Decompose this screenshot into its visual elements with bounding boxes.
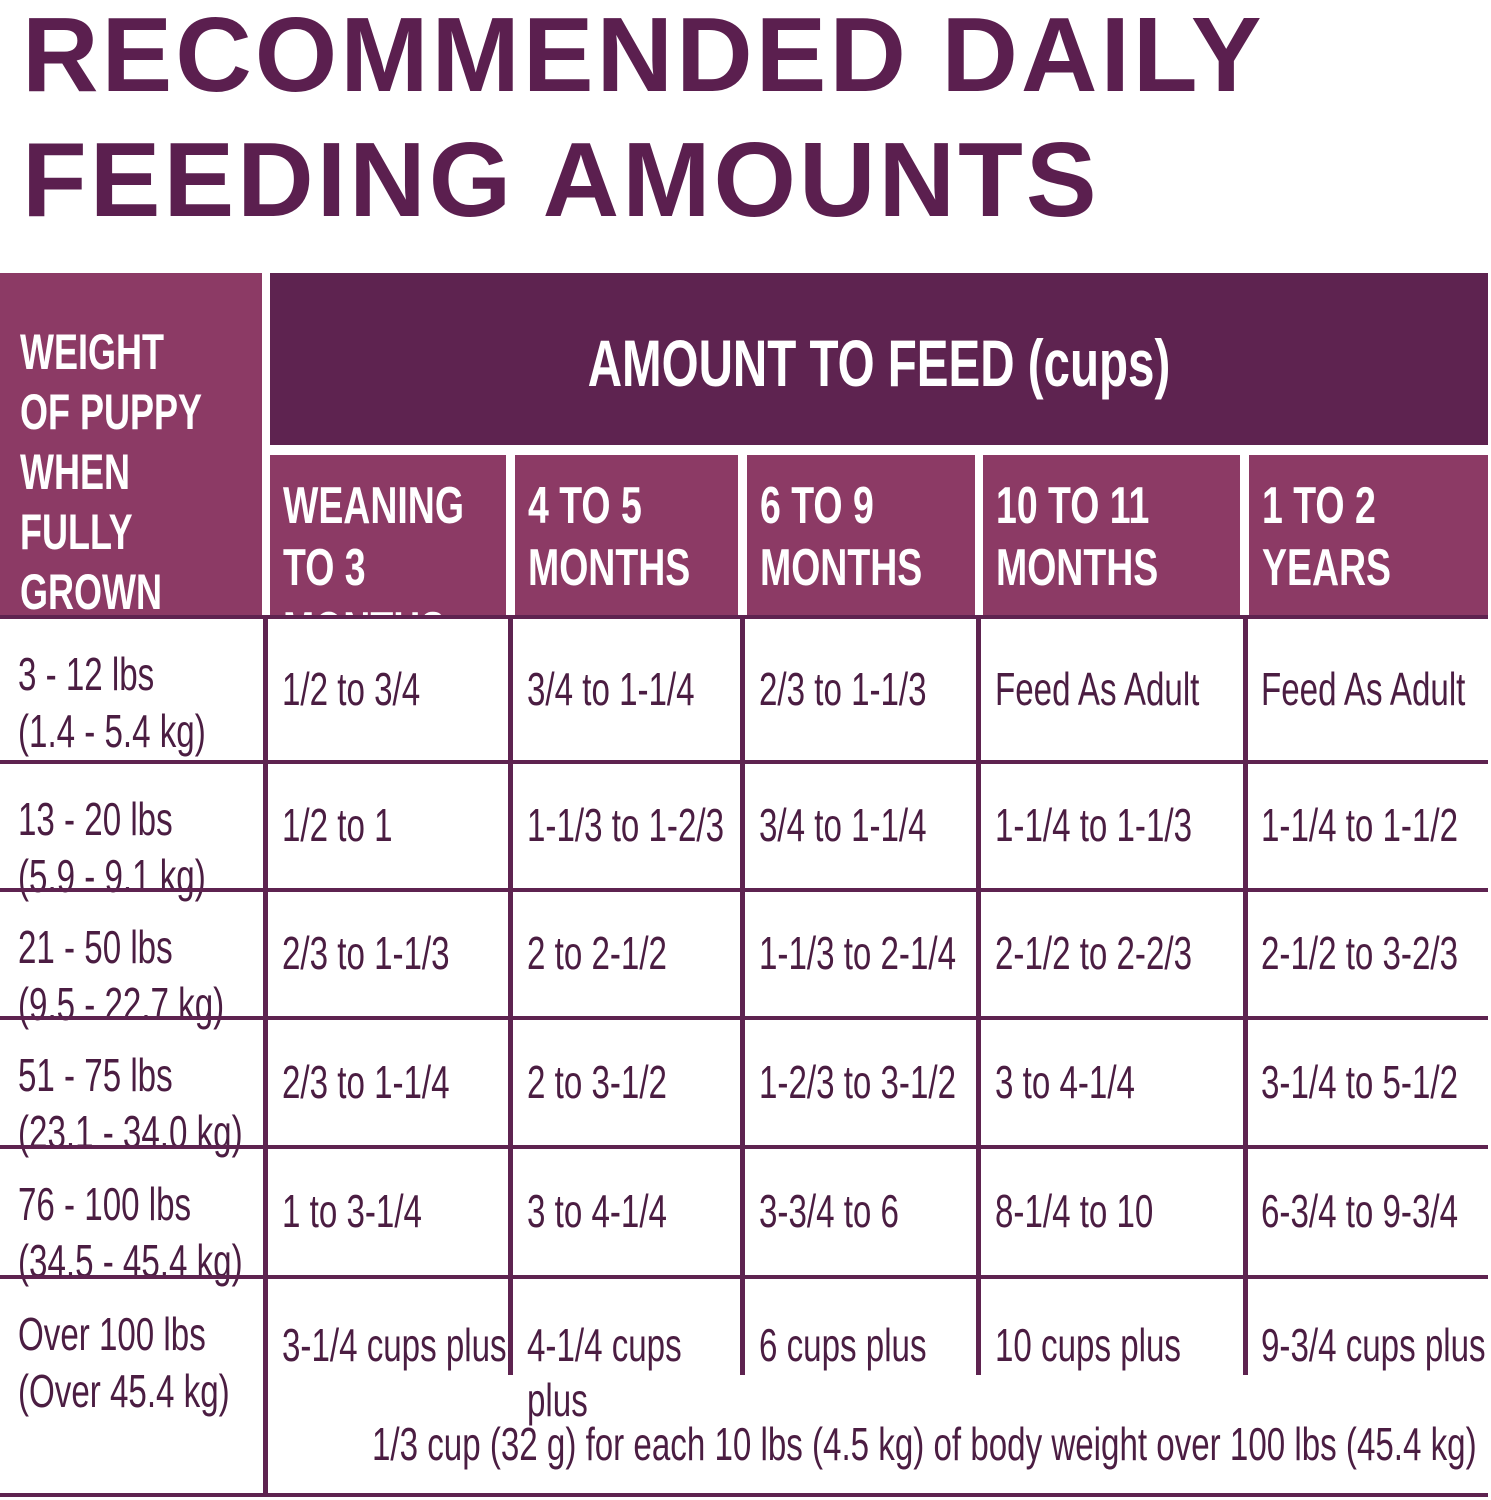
amount-cell: 3-1/4 cups plus bbox=[282, 1319, 507, 1371]
column-header: 10 TO 11 MONTHS bbox=[996, 477, 1159, 598]
weight-label: 13 - 20 lbs bbox=[18, 793, 173, 845]
row-divider bbox=[0, 1016, 1488, 1020]
weight-metric-label: (Over 45.4 kg) bbox=[18, 1365, 230, 1417]
amount-cell: 2/3 to 1-1/4 bbox=[282, 1055, 450, 1108]
amount-cell: 1/2 to 3/4 bbox=[282, 662, 421, 715]
title-line: RECOMMENDED DAILY bbox=[22, 0, 1265, 114]
amount-cell: 3 to 4-1/4 bbox=[995, 1055, 1135, 1108]
column-header: 6 TO 9 MONTHS bbox=[760, 477, 923, 598]
amount-cell: 2 to 3-1/2 bbox=[527, 1055, 667, 1108]
column-header: WEANING TO 3 MONTHS bbox=[283, 477, 464, 660]
amount-cell: 1-2/3 to 3-1/2 bbox=[759, 1055, 957, 1108]
amount-cell: 3-1/4 to 5-1/2 bbox=[1261, 1055, 1459, 1108]
amount-cell: 9-3/4 cups plus bbox=[1261, 1319, 1486, 1371]
weight-label: 21 - 50 lbs bbox=[18, 921, 173, 973]
row-divider bbox=[0, 1145, 1488, 1149]
group-header: AMOUNT TO FEED (cups) bbox=[587, 326, 1171, 400]
amount-cell: 2/3 to 1-1/3 bbox=[282, 927, 450, 979]
amount-cell: 1-1/3 to 1-2/3 bbox=[527, 799, 725, 851]
column-divider bbox=[976, 617, 981, 1375]
amount-cell: 10 cups plus bbox=[995, 1319, 1181, 1371]
row-divider bbox=[0, 1275, 1488, 1279]
amount-cell: 1-1/4 to 1-1/2 bbox=[1261, 799, 1459, 851]
weight-metric-label: (34.5 - 45.4 kg) bbox=[18, 1235, 243, 1287]
weight-label: 51 - 75 lbs bbox=[18, 1049, 173, 1101]
column-divider bbox=[740, 617, 745, 1375]
weight-label: Over 100 lbs bbox=[18, 1308, 206, 1360]
row-divider bbox=[0, 1493, 1488, 1497]
amount-cell: 2-1/2 to 3-2/3 bbox=[1261, 927, 1459, 979]
amount-cell: Feed As Adult bbox=[995, 662, 1200, 715]
title-line: FEEDING AMOUNTS bbox=[22, 121, 1100, 239]
amount-cell: 2-1/2 to 2-2/3 bbox=[995, 927, 1193, 979]
amount-cell: Feed As Adult bbox=[1261, 662, 1466, 715]
column-header-cell bbox=[515, 455, 738, 617]
amount-cell: 1-1/3 to 2-1/4 bbox=[759, 927, 957, 979]
column-divider bbox=[263, 617, 268, 1495]
amount-cell: 6-3/4 to 9-3/4 bbox=[1261, 1185, 1459, 1237]
row-divider bbox=[0, 888, 1488, 892]
column-header-cell bbox=[270, 455, 506, 617]
amount-cell: 2/3 to 1-1/3 bbox=[759, 662, 927, 715]
amount-cell: 3 to 4-1/4 bbox=[527, 1185, 667, 1237]
corner-label: WEIGHT OF PUPPY WHEN FULLY GROWN bbox=[20, 324, 202, 620]
amount-cell: 3/4 to 1-1/4 bbox=[527, 662, 695, 715]
amount-cell: 4-1/4 cups plus bbox=[527, 1319, 682, 1427]
column-header-cell bbox=[1249, 455, 1488, 617]
weight-metric-label: (1.4 - 5.4 kg) bbox=[18, 705, 206, 757]
column-header-cell bbox=[983, 455, 1240, 617]
group-header-cell bbox=[270, 273, 1488, 445]
amount-cell: 1/2 to 1 bbox=[282, 799, 393, 851]
amount-cell: 1-1/4 to 1-1/3 bbox=[995, 799, 1193, 851]
amount-cell: 6 cups plus bbox=[759, 1319, 927, 1371]
column-divider bbox=[508, 617, 513, 1375]
weight-label: 76 - 100 lbs bbox=[18, 1178, 192, 1230]
footnote: 1/3 cup (32 g) for each 10 lbs (4.5 kg) … bbox=[372, 1418, 1477, 1470]
weight-metric-label: (23.1 - 34.0 kg) bbox=[18, 1106, 243, 1158]
amount-cell: 3/4 to 1-1/4 bbox=[759, 799, 927, 851]
column-header: 4 TO 5 MONTHS bbox=[528, 477, 691, 598]
amount-cell: 1 to 3-1/4 bbox=[282, 1185, 422, 1237]
row-divider bbox=[0, 615, 1488, 619]
weight-metric-label: (9.5 - 22.7 kg) bbox=[18, 978, 225, 1030]
column-divider bbox=[1243, 617, 1248, 1375]
corner-cell bbox=[0, 273, 262, 617]
amount-cell: 2 to 2-1/2 bbox=[527, 927, 667, 979]
column-header: 1 TO 2 YEARS bbox=[1262, 477, 1391, 598]
row-divider bbox=[0, 760, 1488, 764]
weight-label: 3 - 12 lbs bbox=[18, 648, 155, 700]
amount-cell: 8-1/4 to 10 bbox=[995, 1185, 1154, 1237]
amount-cell: 3-3/4 to 6 bbox=[759, 1185, 899, 1237]
weight-metric-label: (5.9 - 9.1 kg) bbox=[18, 850, 206, 902]
column-header-cell bbox=[747, 455, 975, 617]
